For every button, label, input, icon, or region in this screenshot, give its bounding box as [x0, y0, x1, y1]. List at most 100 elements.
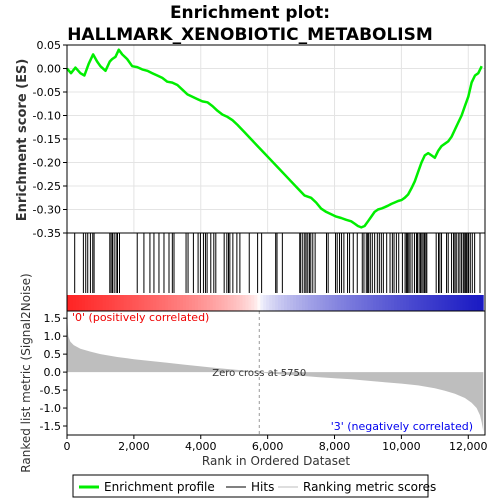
legend-hits-label: Hits	[251, 480, 274, 494]
rank-band-cell	[126, 295, 130, 311]
rank-band-cell	[132, 295, 136, 311]
rank-band-cell	[138, 295, 142, 311]
rank-band-cell	[444, 295, 449, 311]
es-y-tick-label: -0.05	[33, 86, 61, 99]
rank-band-cell	[376, 295, 380, 311]
rank-y-tick-label: 1.0	[44, 330, 62, 343]
rank-band-cell	[447, 295, 452, 311]
rank-band-cell	[197, 295, 202, 311]
rank-band-cell	[477, 295, 481, 311]
rank-band-cell	[209, 295, 214, 311]
rank-band-cell	[417, 295, 422, 311]
rank-band-cell	[180, 295, 184, 311]
rank-band-cell	[406, 295, 410, 311]
rank-band-cell	[150, 295, 154, 311]
positively-correlated-label: '0' (positively correlated)	[72, 311, 209, 324]
rank-band-cell	[328, 295, 333, 311]
rank-band-cell	[293, 295, 297, 311]
rank-band-cell	[144, 295, 148, 311]
rank-band-cell	[337, 295, 341, 311]
rank-band-cell	[227, 295, 231, 311]
rank-band-cell	[346, 295, 350, 311]
legend-box	[72, 474, 429, 498]
rank-y-tick-label: 0.0	[44, 366, 62, 379]
rank-band-cell	[414, 295, 419, 311]
legend-enrichment-label: Enrichment profile	[104, 480, 215, 494]
rank-band-cell	[316, 295, 321, 311]
hits-panel	[66, 232, 486, 312]
rank-band-cell	[215, 295, 220, 311]
rank-band-cell	[403, 295, 407, 311]
rank-band-cell	[272, 295, 276, 311]
rank-band-cell	[310, 295, 315, 311]
rank-band-cell	[248, 295, 252, 311]
rank-band-cell	[254, 295, 258, 311]
rank-band-cell	[123, 295, 127, 311]
rank-band-cell	[343, 295, 347, 311]
rank-band-cell	[245, 295, 249, 311]
rank-band-cell	[257, 295, 261, 311]
rank-band-cell	[385, 295, 389, 311]
rank-band-cell	[153, 295, 157, 311]
es-y-ticks: 0.05 0.00 -0.05 -0.10 -0.15 -0.20 -0.25 -0.30 -0…	[33, 39, 67, 240]
rank-band-cell	[298, 295, 303, 311]
rank-band-cell	[251, 295, 255, 311]
rank-x-tick-label: 0	[64, 440, 71, 453]
rank-band-cell	[96, 295, 101, 311]
rank-band-cell	[177, 295, 181, 311]
rank-band-cell	[102, 295, 107, 311]
rank-band-cell	[331, 295, 336, 311]
rank-band-cell	[462, 295, 466, 311]
legend: Enrichment profile Hits Ranking metric s…	[72, 474, 436, 498]
rank-band-cell	[480, 295, 484, 311]
rank-band-cell	[174, 295, 178, 311]
es-y-tick-label: -0.35	[33, 227, 61, 240]
rank-band-cell	[230, 295, 234, 311]
rank-x-tick-label: 8,000	[319, 440, 351, 453]
rank-band-cell	[260, 295, 264, 311]
es-y-tick-label: 0.00	[37, 63, 62, 76]
es-y-tick-label: -0.25	[33, 180, 61, 193]
rank-band-cell	[266, 295, 270, 311]
rank-band-cell	[426, 295, 431, 311]
rank-band-cell	[203, 295, 208, 311]
rank-band-cell	[295, 295, 300, 311]
rank-x-tick-label: 2,000	[118, 440, 150, 453]
rank-band-cell	[129, 295, 133, 311]
rank-band-cell	[224, 295, 228, 311]
enrichment-profile-line	[66, 48, 483, 229]
rank-band-cell	[221, 295, 226, 311]
rank-y-tick-label: 1.5	[44, 312, 62, 325]
rank-panel-frame	[66, 310, 486, 436]
rank-y-tick-label: 0.5	[44, 348, 62, 361]
rank-band-cell	[147, 295, 151, 311]
es-y-tick-label: -0.15	[33, 133, 61, 146]
rank-band-cell	[438, 295, 443, 311]
rank-band-cell	[90, 295, 95, 311]
rank-band-cell	[242, 295, 246, 311]
rank-band-cell	[182, 295, 187, 311]
rank-x-axis-label: Rank in Ordered Dataset	[202, 454, 350, 468]
rank-band-cell	[453, 295, 457, 311]
rank-y-tick-label: -1.0	[40, 402, 61, 415]
rank-band-cell	[99, 295, 104, 311]
rank-band-cell	[373, 295, 377, 311]
rank-band-cell	[168, 295, 172, 311]
rank-band-cell	[459, 295, 463, 311]
rank-band-cell	[397, 295, 401, 311]
rank-band-cell	[441, 295, 446, 311]
rank-band-cell	[284, 295, 288, 311]
rank-band-cell	[75, 295, 80, 311]
rank-band-cell	[117, 295, 121, 311]
rank-band-cell	[212, 295, 217, 311]
rank-band-cell	[159, 295, 163, 311]
rank-band-cell	[287, 295, 291, 311]
rank-band-cell	[93, 295, 98, 311]
rank-panel: Zero cross at 5750 '0' (positively corre…	[19, 273, 488, 472]
legend-ranking-label: Ranking metric scores	[303, 480, 436, 494]
rank-band-cell	[450, 295, 454, 311]
rank-band-cell	[355, 295, 359, 311]
rank-band-cell	[304, 295, 309, 311]
ranking-metric-area	[67, 312, 484, 432]
rank-band-cell	[81, 295, 86, 311]
